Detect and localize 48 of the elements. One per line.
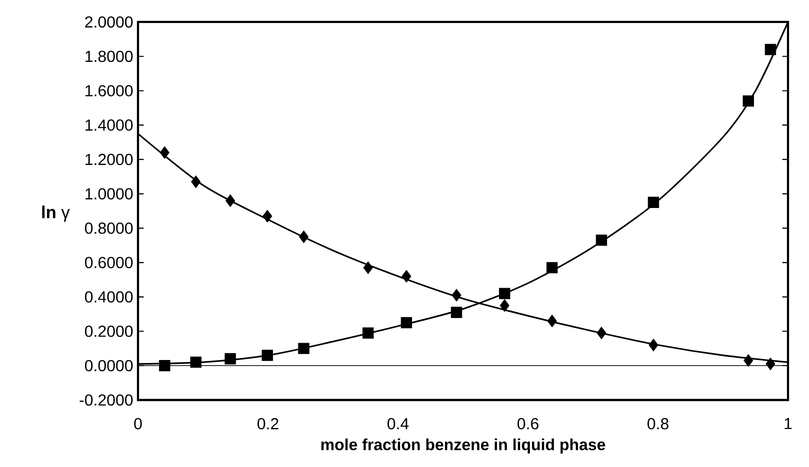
y-tick-label: 1.6000 [86,85,133,96]
x-tick-label: 0.4 [388,418,409,430]
point [363,261,373,274]
point [500,299,510,312]
point [191,176,201,188]
point [160,146,170,159]
point [499,288,510,300]
x-tick-label: 0.6 [518,418,538,430]
y-tick-label: 0.4000 [84,291,133,303]
y-tick-label: 1.4000 [86,119,133,131]
y-tick-label: -0.2000 [80,394,133,406]
y-tick-label: 2.0000 [85,16,133,28]
x-tick-label: 0.2 [258,418,278,430]
point [742,95,754,107]
y-tick-label: 0.6000 [84,256,133,268]
y-tick-label: 0.2000 [84,326,133,337]
point [648,338,658,352]
point [224,353,236,364]
point [262,350,273,361]
point [402,270,412,283]
point [298,230,309,244]
x-tick-label: 1 [784,418,792,430]
y-tick-label: 1.2000 [86,154,133,166]
y-tick-label: 0.0000 [84,360,133,372]
point [362,327,374,339]
y-tick-label: 1.8000 [86,50,133,62]
point [298,342,310,354]
point [764,44,776,56]
point [744,354,754,367]
point [262,210,272,222]
point [547,314,557,328]
point [450,306,462,318]
point [190,356,202,368]
point [596,326,606,340]
y-tick-label: 0.8000 [84,222,133,234]
point [452,288,462,302]
point [226,194,236,207]
point [400,317,412,328]
x-tick-label: 0.8 [648,418,668,430]
point [648,196,660,208]
y-axis-title: ln γ [42,206,70,222]
point [159,360,170,372]
y-tick-label: 1.0000 [86,188,133,200]
point [546,262,558,274]
x-axis-title: mole fraction benzene in liquid phase [321,438,606,454]
point [596,234,608,246]
point [766,358,776,370]
x-tick-label: 0 [134,418,142,430]
